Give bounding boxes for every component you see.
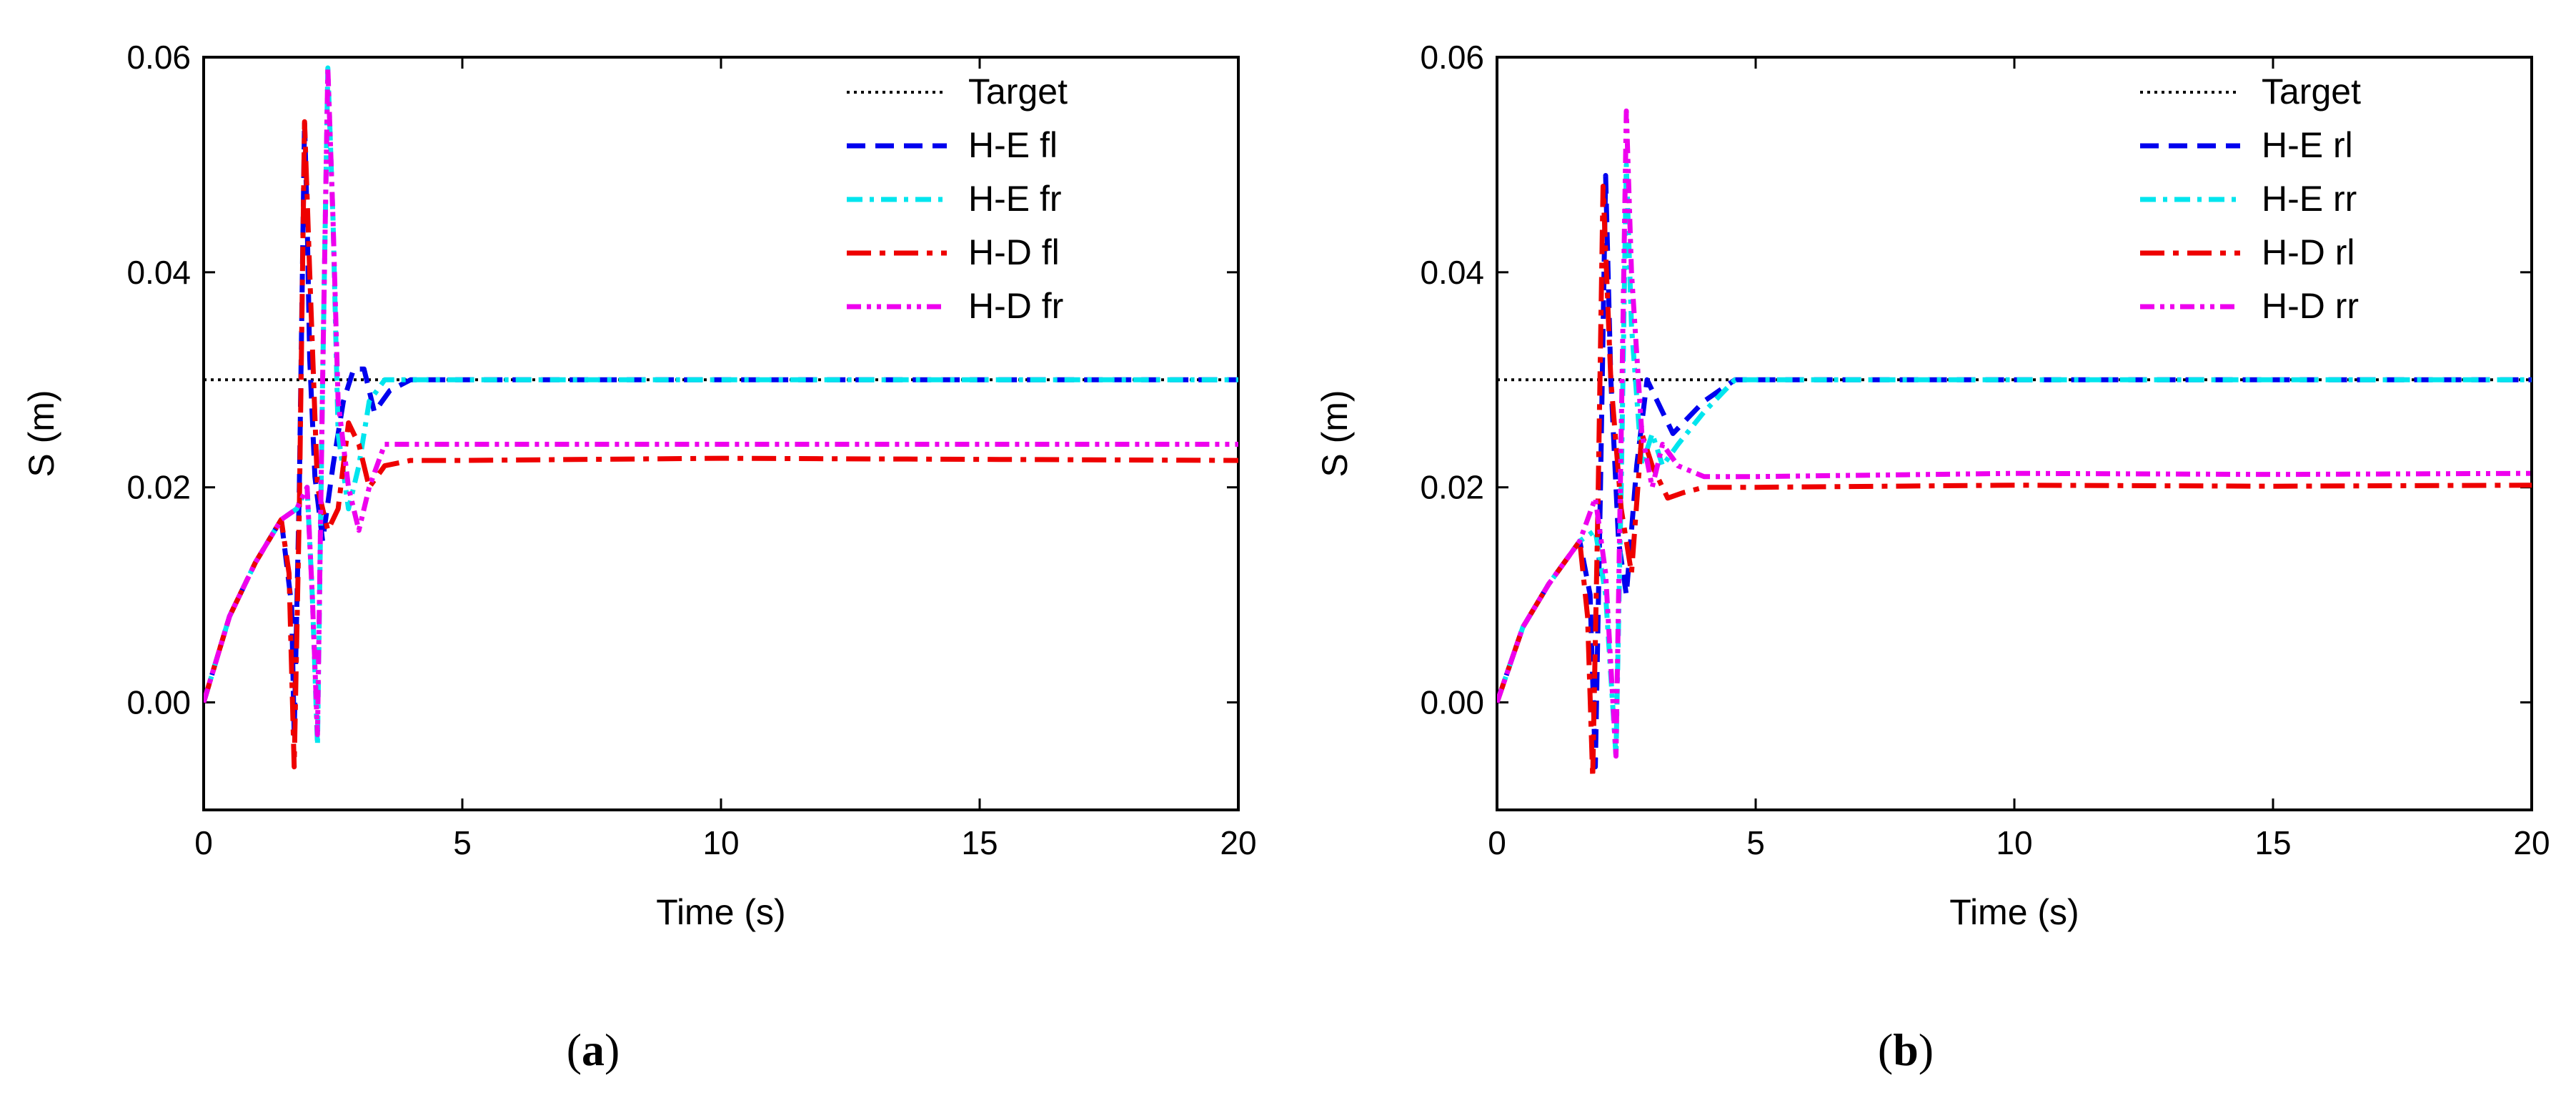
- legend-label-h-d-rr: H-D rr: [2262, 286, 2359, 326]
- chart-panel-b: 0 5 10 15 20 0.00 0.02 0.04 0.06 Time (s) S (m) Tar…: [1315, 39, 2550, 1075]
- legend-label-h-e-fr: H-E fr: [968, 179, 1062, 219]
- x-tick-label: 10: [702, 824, 739, 861]
- y-tick-label: 0.04: [1420, 254, 1484, 291]
- x-axis-title: Time (s): [1949, 892, 2079, 932]
- panel-letter: a: [582, 1024, 605, 1075]
- legend-label-h-d-rl: H-D rl: [2262, 232, 2355, 272]
- x-tick-label: 20: [1220, 824, 1256, 861]
- plot-frame: [1496, 56, 2533, 811]
- x-tick-label: 15: [961, 824, 998, 861]
- y-axis-title: S (m): [21, 390, 61, 477]
- series-line-h-d-rr: [1497, 108, 2532, 759]
- y-tick-label: 0.06: [1420, 39, 1484, 76]
- x-tick-label: 5: [1746, 824, 1765, 861]
- legend-label-h-e-fl: H-E fl: [968, 125, 1058, 165]
- y-tick-label: 0.02: [1420, 469, 1484, 506]
- legend-label-target: Target: [2262, 71, 2361, 112]
- x-tick-label: 15: [2254, 824, 2291, 861]
- x-axis-title: Time (s): [656, 892, 785, 932]
- series-line-h-d-fr: [204, 65, 1238, 738]
- series-group: [1497, 108, 2532, 781]
- legend: Target H-E rl H-E rr H-D rl H-D rr: [2140, 71, 2361, 326]
- series-line-h-e-fr: [204, 65, 1238, 748]
- panel-letter: b: [1893, 1024, 1919, 1075]
- series-line-h-e-fl: [204, 119, 1238, 738]
- series-line-h-d-fl: [204, 119, 1238, 770]
- x-tick-label: 5: [453, 824, 472, 861]
- y-tick-label: 0.06: [126, 39, 191, 76]
- series-line-h-d-rl: [1497, 184, 2532, 781]
- plot-frame: [202, 56, 1240, 811]
- x-tick-label: 20: [2513, 824, 2550, 861]
- y-tick-label: 0.00: [126, 684, 191, 721]
- legend-label-h-e-rl: H-E rl: [2262, 125, 2353, 165]
- series-line-h-e-rr: [1497, 162, 2532, 759]
- legend-label-h-e-rr: H-E rr: [2262, 179, 2357, 219]
- panel-label: (a): [567, 1024, 620, 1075]
- y-axis-title: S (m): [1315, 390, 1355, 477]
- y-tick-label: 0.02: [126, 469, 191, 506]
- y-tick-label: 0.04: [126, 254, 191, 291]
- y-tick-label: 0.00: [1420, 684, 1484, 721]
- series-group: [204, 65, 1238, 770]
- legend-label-target: Target: [968, 71, 1068, 112]
- x-tick-label: 0: [1488, 824, 1506, 861]
- legend: Target H-E fl H-E fr H-D fl H-D fr: [847, 71, 1068, 326]
- legend-label-h-d-fr: H-D fr: [968, 286, 1063, 326]
- panel-label: (b): [1878, 1024, 1934, 1075]
- x-tick-label: 10: [1996, 824, 2032, 861]
- chart-panel-a: 0 5 10 15 20 0.00 0.02 0.04 0.06 Time (s) S (m) Tar…: [21, 39, 1257, 1075]
- legend-label-h-d-fl: H-D fl: [968, 232, 1060, 272]
- x-tick-label: 0: [194, 824, 213, 861]
